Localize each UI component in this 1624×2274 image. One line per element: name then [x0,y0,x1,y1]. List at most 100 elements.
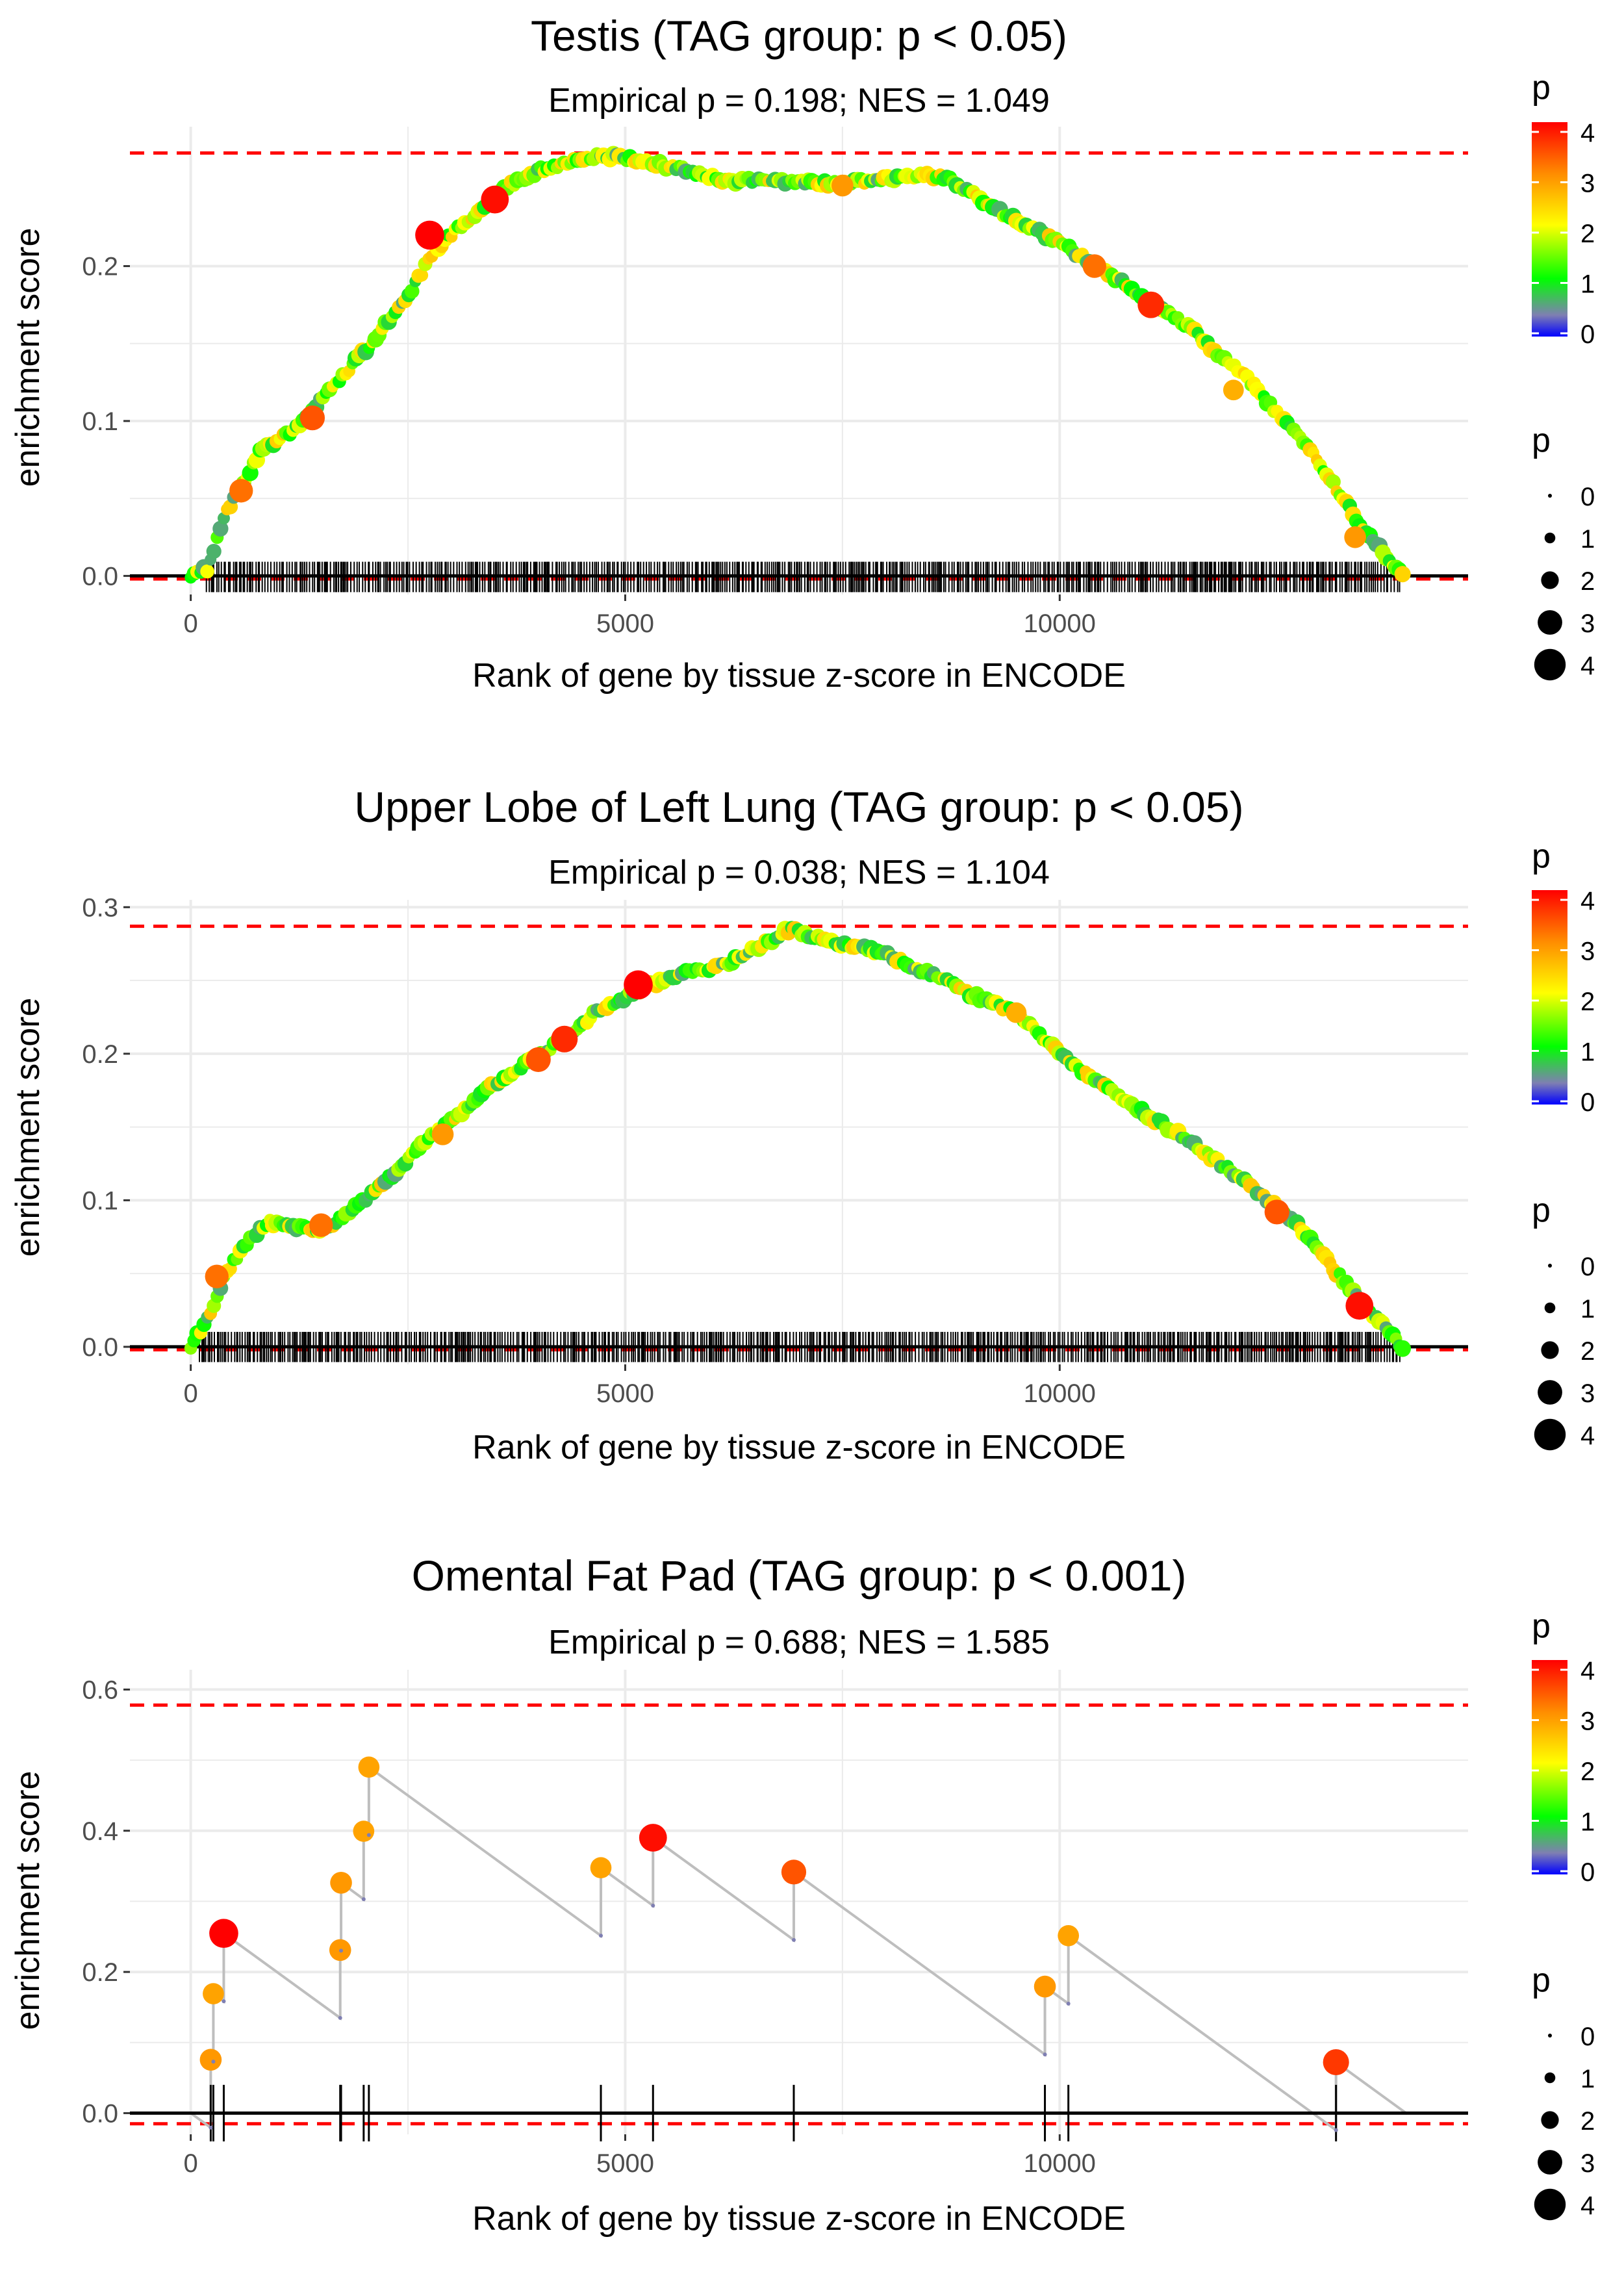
y-tick-label: 0.2 [82,1040,118,1069]
legend-size-keys: 0 1 2 3 4 [1534,1253,1595,1451]
legend-size-label: 0 [1580,1253,1595,1281]
es-hit-point [209,1919,238,1948]
es-trough-point [361,1897,366,1902]
es-trough-point [366,1833,371,1837]
legend-color-tick-label: 3 [1580,170,1595,198]
legend-size-title: p [1532,1192,1551,1229]
es-highlight-point [551,1025,578,1053]
es-highlight-point [1006,1002,1027,1023]
legend-color-ticks: 0 1 2 3 4 [1532,119,1595,349]
legend-color-ticks: 0 1 2 3 4 [1532,887,1595,1117]
es-trough-point [222,1999,226,2004]
es-trough-point [1066,2001,1071,2006]
legend-size-dot [1548,1264,1552,1268]
es-running-path [190,1764,1408,2133]
legend-color-tick-label: 4 [1580,119,1595,147]
y-axis-label: enrichment score [9,998,47,1257]
plot-area: 0.0 0.1 0.2 0 5000 10000 [82,127,1468,638]
size-legend: p 0 1 2 3 4 [1532,1192,1595,1451]
es-highlight-point [1082,254,1106,278]
legend-color-tick-label: 2 [1580,988,1595,1016]
legend-color-tick-label: 2 [1580,220,1595,248]
legend-size-title: p [1532,1961,1551,1999]
size-legend: p 0 1 2 3 4 [1532,1961,1595,2221]
legend-size-label: 3 [1580,2149,1595,2178]
panel-omental-fat-pad: Omental Fat Pad (TAG group: p < 0.001) E… [9,1552,1595,2238]
legend-size-dot [1541,2111,1559,2129]
es-highlight-point [431,1123,454,1145]
legend-size-label: 2 [1580,567,1595,596]
legend-size-label: 4 [1580,2191,1595,2220]
legend-color-title: p [1532,69,1551,107]
plot-area: 0.0 0.2 0.4 0.6 0 5000 10000 [82,1670,1468,2178]
legend-size-dot [1534,648,1566,681]
legend-color-tick-label: 0 [1580,320,1595,349]
es-hit-point [1323,2049,1349,2076]
es-highlight-point [831,174,854,197]
es-trough-point [651,1904,655,1908]
y-axis-label: enrichment score [9,228,47,487]
es-highlight-point [309,1213,333,1237]
legend-color-tick-label: 4 [1580,887,1595,915]
es-trough-point [338,2015,342,2020]
x-tick-label: 0 [184,2149,198,2178]
legend-color-tick-label: 1 [1580,270,1595,299]
color-legend: p 0 1 2 3 4 [1532,69,1595,349]
es-highlight-point [1264,1199,1289,1225]
legend-size-keys: 0 1 2 3 4 [1534,2023,1595,2221]
es-highlight-point [299,405,325,431]
color-legend: p 0 1 2 3 4 [1532,1607,1595,1887]
legend-color-tick-label: 1 [1580,1038,1595,1067]
size-legend: p 0 1 2 3 4 [1532,422,1595,681]
es-point [1394,566,1411,583]
legend-size-dot [1544,1302,1556,1314]
legend-size-keys: 0 1 2 3 4 [1534,483,1595,681]
x-axis-label: Rank of gene by tissue z-score in ENCODE [472,657,1126,695]
es-point [200,564,214,579]
es-hit-point [1058,1924,1080,1947]
legend-color-tick-label: 0 [1580,1858,1595,1887]
es-highlight-point [624,970,653,1000]
legend-size-label: 1 [1580,1295,1595,1323]
es-trough-point [791,1937,796,1942]
y-tick-label: 0.2 [82,1958,118,1987]
x-tick-label: 10000 [1024,609,1096,638]
y-tick-label: 0.3 [82,893,118,922]
legend-size-dot [1541,1341,1559,1359]
es-hit-point [199,2049,222,2071]
y-tick-label: 0.0 [82,1333,118,1362]
legend-size-dot [1544,532,1556,544]
es-point [1394,1340,1412,1357]
legend-color-title: p [1532,1607,1551,1645]
y-tick-label: 0.0 [82,562,118,591]
y-tick-label: 0.1 [82,1186,118,1215]
es-trough-point [209,2125,213,2130]
legend-size-dot [1541,571,1559,589]
y-tick-label: 0.6 [82,1676,118,1704]
y-axis-label: enrichment score [9,1771,47,2030]
legend-size-dot [1534,2188,1566,2221]
legend-size-dot [1538,610,1562,635]
x-axis-label: Rank of gene by tissue z-score in ENCODE [472,1429,1126,1466]
x-tick-label: 5000 [596,609,654,638]
legend-size-label: 4 [1580,1422,1595,1450]
es-hit-point [358,1756,380,1778]
legend-color-bar [1532,1660,1567,1874]
chart-title: Omental Fat Pad (TAG group: p < 0.001) [412,1552,1187,1600]
es-point [212,520,229,537]
chart-title: Testis (TAG group: p < 0.05) [531,12,1067,60]
legend-size-title: p [1532,422,1551,459]
x-tick-label: 5000 [596,1379,654,1408]
legend-size-label: 3 [1580,609,1595,638]
chart-subtitle: Empirical p = 0.688; NES = 1.585 [548,1624,1050,1661]
es-point [206,543,222,559]
es-hit-point [330,1872,352,1894]
y-tick-label: 0.0 [82,2099,118,2128]
es-hit-point [353,1820,375,1842]
x-tick-label: 10000 [1024,2149,1096,2178]
legend-size-dot [1534,1418,1566,1451]
legend-color-title: p [1532,837,1551,875]
chart-subtitle: Empirical p = 0.198; NES = 1.049 [548,82,1050,120]
legend-size-dot [1538,2150,1562,2175]
legend-size-label: 1 [1580,2065,1595,2093]
